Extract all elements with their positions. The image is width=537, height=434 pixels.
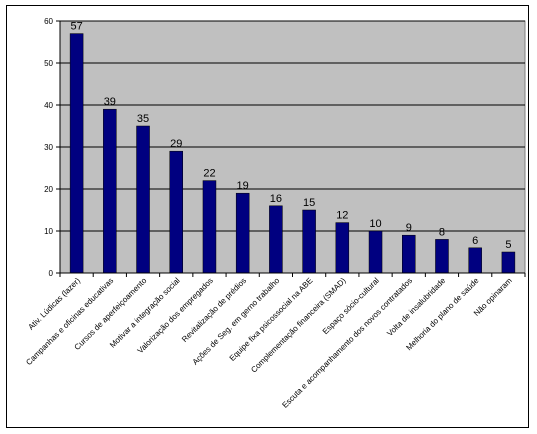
data-label: 6: [472, 235, 478, 247]
y-tick-label: 30: [44, 143, 53, 152]
bar: [269, 205, 283, 274]
data-label: 22: [203, 168, 215, 180]
data-label: 29: [170, 138, 182, 150]
bar: [402, 234, 416, 274]
bar: [501, 251, 516, 274]
data-label: 15: [303, 197, 315, 209]
category-label: Volta de insalubridade: [385, 276, 447, 338]
y-tick-label: 20: [44, 185, 53, 194]
bar: [435, 239, 449, 274]
bars: [69, 33, 516, 274]
bar: [169, 150, 183, 274]
y-tick-label: 40: [44, 101, 53, 110]
bar: [368, 230, 383, 274]
data-label: 12: [336, 210, 348, 222]
y-tick-label: 0: [49, 269, 54, 278]
bar: [69, 33, 84, 274]
y-tick-label: 10: [44, 227, 53, 236]
y-tick-label: 60: [44, 17, 53, 26]
bar: [335, 222, 350, 274]
bar: [103, 108, 117, 274]
data-labels: 57 39 35 29 22 19 16 15 12 10 9 8 6 5: [70, 21, 511, 251]
data-label: 9: [406, 222, 412, 234]
data-label: 39: [104, 96, 116, 108]
category-label: Espaço sócio-cultural: [321, 276, 381, 336]
data-label: 16: [270, 193, 282, 205]
data-label: 8: [439, 226, 445, 238]
bar: [302, 209, 316, 274]
category-labels: Ativ. Lúdicas (lazer)Campanhas e oficina…: [24, 273, 526, 410]
data-label: 5: [505, 239, 511, 251]
y-tick-label: 50: [44, 59, 53, 68]
category-label: Melhoria do plano de saúde: [404, 276, 481, 353]
data-label: 57: [70, 21, 82, 33]
data-label: 19: [237, 180, 249, 192]
bar: [202, 180, 217, 274]
data-label: 35: [137, 113, 149, 125]
data-label: 10: [369, 218, 381, 230]
bar: [136, 125, 150, 274]
bar: [235, 192, 250, 274]
bar: [468, 247, 482, 274]
y-axis-ticks: 0 10 20 30 40 50 60: [44, 17, 60, 278]
category-label: Revitalização de prédios: [180, 276, 248, 344]
